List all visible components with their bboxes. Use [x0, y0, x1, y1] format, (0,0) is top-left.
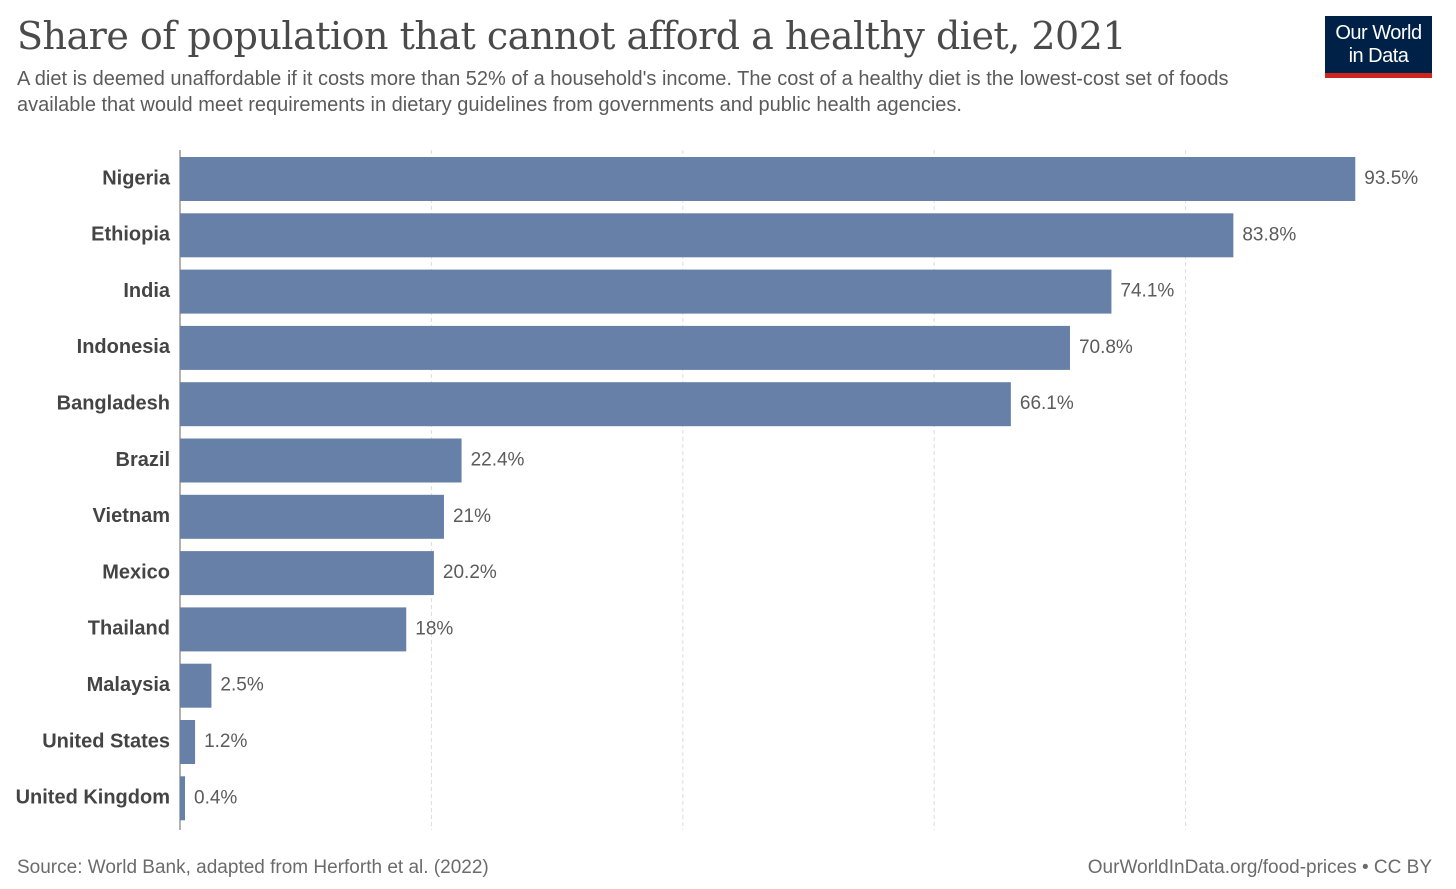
logo-line-2: in Data — [1348, 45, 1409, 67]
value-label: 18% — [415, 618, 453, 639]
bar-thailand — [180, 607, 407, 652]
value-label: 70.8% — [1079, 337, 1133, 358]
bar-brazil — [180, 438, 462, 483]
value-label: 2.5% — [220, 675, 263, 696]
bar-vietnam — [180, 494, 444, 539]
value-label: 0.4% — [194, 787, 237, 808]
logo-line-1: Our World — [1335, 22, 1422, 44]
bar-mexico — [180, 551, 434, 596]
source-link[interactable]: OurWorldInData.org/food-prices • CC BY — [1087, 857, 1432, 878]
source-note: Source: World Bank, adapted from Herfort… — [17, 857, 489, 878]
value-label: 93.5% — [1364, 168, 1418, 189]
category-label: Mexico — [102, 561, 170, 583]
bar-nigeria — [180, 157, 1356, 201]
value-label: 20.2% — [443, 562, 497, 583]
value-label: 1.2% — [204, 731, 247, 752]
category-label: United States — [42, 730, 170, 752]
owid-logo[interactable]: Our World in Data — [1325, 16, 1432, 78]
bar-indonesia — [180, 325, 1070, 370]
chart-subtitle: A diet is deemed unaffordable if it cost… — [17, 68, 1229, 116]
category-label: Nigeria — [102, 167, 171, 189]
value-label: 22.4% — [471, 450, 525, 471]
value-label: 74.1% — [1120, 281, 1174, 302]
category-label: Bangladesh — [57, 392, 170, 414]
chart-title: Share of population that cannot afford a… — [17, 14, 1127, 58]
category-label: India — [123, 280, 171, 302]
bar-bangladesh — [180, 382, 1011, 427]
value-label: 21% — [453, 506, 491, 527]
bar-malaysia — [180, 663, 212, 708]
bar-chart: Nigeria 93.5% Ethiopia 83.8% India 74.1% Indon… — [16, 150, 1418, 830]
category-label: United Kingdom — [16, 787, 170, 809]
bar-united-states — [180, 720, 196, 764]
value-label: 66.1% — [1020, 393, 1074, 414]
category-label: Indonesia — [77, 336, 171, 358]
bar-ethiopia — [180, 213, 1234, 258]
value-label: 83.8% — [1242, 224, 1296, 245]
category-label: Thailand — [88, 618, 170, 640]
bar-united-kingdom — [180, 776, 186, 821]
category-label: Vietnam — [93, 505, 170, 527]
category-label: Ethiopia — [91, 224, 171, 246]
bar-india — [180, 269, 1112, 314]
category-label: Malaysia — [87, 674, 171, 696]
category-label: Brazil — [116, 449, 170, 471]
